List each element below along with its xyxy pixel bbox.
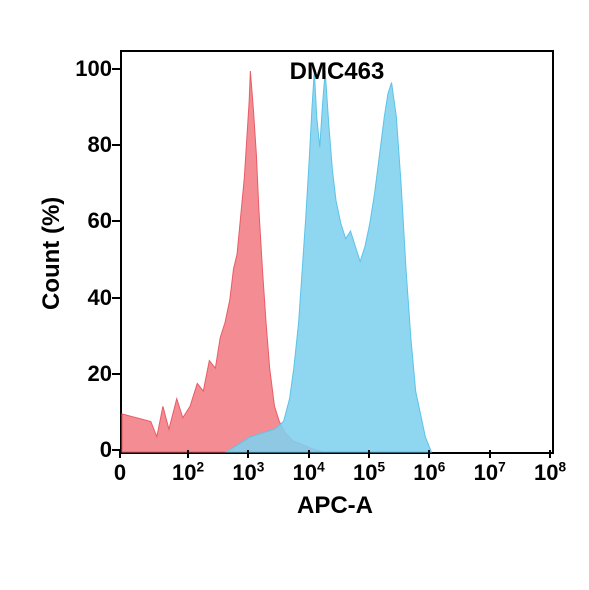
y-tick-label: 40 xyxy=(62,285,112,311)
x-tick-mark xyxy=(308,450,310,458)
y-tick-mark xyxy=(112,144,120,146)
y-tick-mark xyxy=(112,297,120,299)
x-tick-mark xyxy=(428,450,430,458)
y-tick-label: 80 xyxy=(62,132,112,158)
chart-canvas: DMC463 Count (%) APC-A 020406080100 0102… xyxy=(0,0,589,590)
y-tick-label: 100 xyxy=(62,56,112,82)
y-tick-label: 20 xyxy=(62,361,112,387)
x-tick-label: 0 xyxy=(95,460,145,486)
y-tick-mark xyxy=(112,68,120,70)
x-axis-label: APC-A xyxy=(120,492,550,520)
x-tick-label: 105 xyxy=(344,460,394,486)
x-tick-mark xyxy=(368,450,370,458)
x-tick-mark xyxy=(187,450,189,458)
x-tick-mark xyxy=(119,450,121,458)
x-tick-label: 108 xyxy=(525,460,575,486)
plot-area: DMC463 xyxy=(120,50,554,454)
x-tick-label: 103 xyxy=(223,460,273,486)
y-tick-mark xyxy=(112,373,120,375)
y-tick-mark xyxy=(112,220,120,222)
x-tick-label: 107 xyxy=(465,460,515,486)
x-tick-label: 106 xyxy=(404,460,454,486)
y-tick-label: 60 xyxy=(62,208,112,234)
x-tick-mark xyxy=(247,450,249,458)
x-tick-label: 102 xyxy=(163,460,213,486)
x-tick-mark xyxy=(549,450,551,458)
x-tick-mark xyxy=(489,450,491,458)
chart-title: DMC463 xyxy=(290,58,385,86)
x-tick-label: 104 xyxy=(284,460,334,486)
histogram-svg xyxy=(122,52,552,452)
